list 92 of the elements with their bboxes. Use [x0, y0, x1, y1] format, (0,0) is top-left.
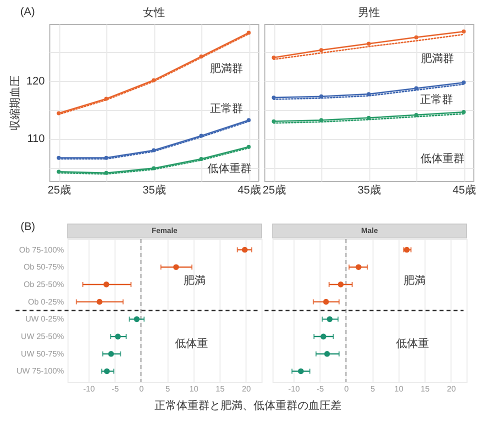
annotation: 肥満 — [184, 274, 206, 287]
point — [366, 92, 371, 96]
point — [96, 298, 102, 305]
point — [246, 118, 251, 122]
point — [319, 118, 324, 122]
point — [242, 246, 248, 253]
annotation: 肥満 — [404, 274, 426, 287]
point — [319, 48, 324, 52]
x-tick-label: 0 — [344, 384, 350, 394]
point — [356, 264, 362, 270]
x-tick-label: -5 — [316, 384, 324, 394]
point — [272, 56, 276, 60]
point — [272, 96, 276, 100]
point — [108, 350, 114, 357]
y-tick-label: Ob 75-100% — [19, 245, 64, 254]
point — [338, 282, 344, 288]
point — [152, 148, 156, 152]
point — [366, 116, 371, 120]
x-tick-label: 5 — [165, 384, 170, 394]
y-tick-label: Ob 50-75% — [24, 262, 64, 272]
annotation: 低体重 — [175, 337, 208, 350]
y-tick-label: UW 0-25% — [25, 314, 64, 324]
point — [462, 110, 466, 114]
point — [323, 298, 329, 305]
annotation: 正常群 — [420, 93, 453, 106]
x-tick-label: 20 — [446, 384, 456, 394]
point — [56, 111, 61, 116]
annotation: 肥満群 — [210, 62, 243, 75]
x-tick-label: 35歳 — [358, 184, 381, 196]
annotation: 低体重群 — [420, 152, 464, 165]
point — [414, 35, 418, 40]
point — [152, 78, 156, 82]
x-tick-label: 45歳 — [452, 184, 476, 196]
point — [56, 156, 61, 160]
point — [173, 264, 179, 270]
point — [272, 119, 276, 124]
point — [462, 30, 466, 34]
x-tick-label: 20 — [242, 384, 252, 394]
point — [104, 170, 108, 175]
y-tick-label: Ob 25-50% — [24, 280, 64, 289]
chart-title: 女性 — [142, 7, 165, 19]
y-tick-label: UW 50-75% — [20, 349, 64, 358]
x-tick-label: 35歳 — [142, 184, 166, 196]
point — [104, 96, 108, 101]
x-tick-label: -5 — [112, 384, 120, 394]
point — [324, 350, 330, 357]
x-tick-label: 25歳 — [262, 184, 286, 196]
point — [199, 134, 204, 138]
point — [298, 368, 304, 374]
point — [152, 166, 156, 170]
text: (A) — [20, 6, 35, 18]
point — [199, 156, 204, 161]
x-tick-label: 10 — [189, 384, 199, 394]
x-tick-label: 0 — [139, 384, 144, 394]
point — [404, 246, 410, 253]
x-tick-label: 15 — [216, 384, 226, 394]
x-axis-title: 正常体重群と肥満、低体重群の血圧差 — [154, 399, 342, 412]
point — [199, 54, 204, 58]
y-tick-label: Ob 0-25% — [28, 297, 64, 306]
x-tick-label: 5 — [370, 384, 376, 394]
chart-title: 男性 — [358, 7, 380, 19]
point — [246, 30, 251, 35]
point — [104, 156, 108, 160]
annotation: 肥満群 — [420, 52, 454, 65]
text: (B) — [20, 221, 36, 233]
annotation: 低体重群 — [207, 162, 252, 175]
point — [104, 368, 110, 374]
point — [366, 42, 371, 46]
point — [320, 334, 326, 340]
point — [114, 334, 121, 340]
x-tick-label: -10 — [83, 384, 96, 394]
y-axis-title: 収縮期血圧 — [8, 76, 22, 130]
x-tick-label: 10 — [394, 384, 404, 394]
y-tick-label: UW 75-100% — [16, 366, 64, 376]
point — [414, 112, 418, 117]
point — [246, 144, 251, 149]
x-tick-label: 15 — [420, 384, 430, 394]
point — [319, 94, 324, 98]
x-tick-label: 45歳 — [238, 184, 261, 196]
point — [56, 170, 61, 174]
x-tick-label: -10 — [288, 384, 300, 394]
y-tick-label: 120 — [26, 75, 45, 88]
point — [134, 316, 140, 322]
y-tick-label: UW 25-50% — [20, 332, 64, 342]
y-tick-label: 110 — [27, 133, 45, 146]
annotation: 正常群 — [210, 102, 243, 115]
point — [414, 86, 418, 90]
x-tick-label: 25歳 — [48, 184, 71, 196]
annotation: 低体重 — [396, 337, 430, 350]
point — [462, 80, 466, 85]
point — [103, 282, 110, 288]
point — [326, 316, 333, 322]
